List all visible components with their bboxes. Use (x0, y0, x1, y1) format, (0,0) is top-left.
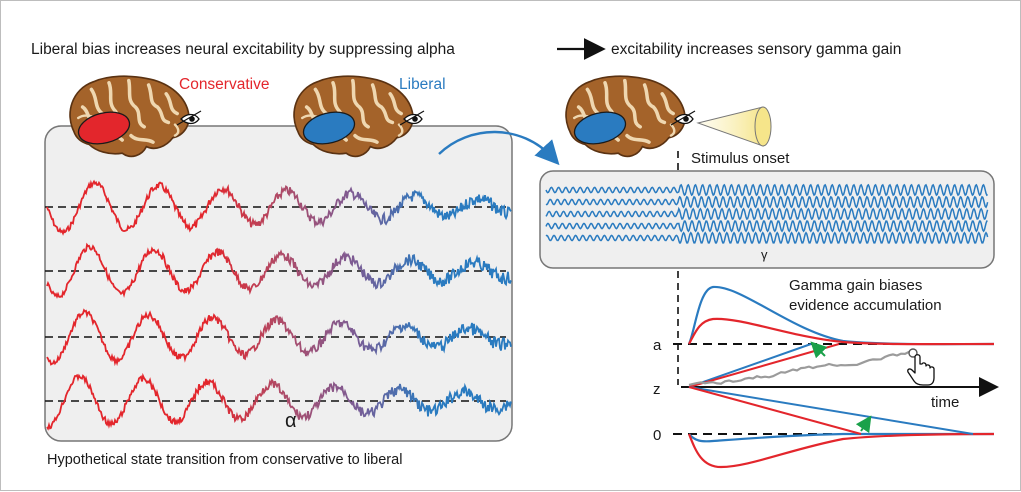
gamma-wave (545, 206, 989, 220)
alpha-focus-blue (302, 111, 356, 145)
stimulus-onset-label: Stimulus onset (691, 150, 790, 167)
header-part2: excitability increases sensory gamma gai… (611, 41, 901, 58)
drift-conservative-lower (688, 386, 862, 435)
gain-curve-conservative-lower (687, 432, 995, 469)
drift-liberal-lower (688, 386, 974, 435)
bound-upper-label: a (653, 337, 662, 354)
gamma-panel (539, 170, 995, 269)
gamma-wave (545, 231, 989, 244)
gain-shift-arrow-lower (855, 415, 872, 434)
gamma-wave (545, 220, 988, 233)
accumulation-title-line1: Gamma gain biases (789, 277, 922, 294)
label-liberal: Liberal (399, 76, 446, 93)
header-part1: Liberal bias increases neural excitabili… (31, 41, 455, 58)
light-beam-icon (696, 106, 772, 147)
gain-curve-liberal-upper (687, 285, 995, 346)
hand-click-icon (907, 354, 935, 386)
gamma-wave (545, 195, 989, 209)
bound-lower-label: 0 (653, 427, 661, 444)
gamma-wave (545, 183, 989, 197)
transition-arrow (438, 130, 560, 166)
gain-shift-arrow-upper (810, 341, 828, 359)
alpha-wave (46, 308, 512, 367)
alpha-focus-blue-stimulus (573, 111, 627, 145)
eye-icon (176, 110, 202, 126)
stimulus-brain (564, 74, 696, 159)
start-point-label: z (653, 381, 661, 398)
gamma-symbol: γ (761, 247, 768, 262)
time-axis-label: time (931, 394, 959, 411)
label-conservative: Conservative (179, 76, 269, 93)
alpha-wave (46, 179, 512, 236)
gamma-waves (545, 183, 989, 244)
alpha-caption: Hypothetical state transition from conse… (47, 452, 402, 468)
drift-conservative-upper (688, 343, 840, 388)
alpha-wave (46, 242, 512, 299)
accumulation-title-line2: evidence accumulation (789, 297, 942, 314)
alpha-wave (46, 372, 512, 431)
drift-liberal-upper (688, 343, 812, 388)
eye-icon (399, 110, 425, 126)
evidence-trace (688, 348, 915, 386)
alpha-panel (44, 125, 513, 442)
gain-curve-conservative-upper (688, 317, 995, 346)
eye-icon (670, 110, 696, 126)
alpha-symbol: α (285, 410, 297, 432)
liberal-brain (292, 74, 425, 159)
conservative-brain (68, 74, 202, 159)
alpha-waves (45, 179, 512, 431)
alpha-focus-red (77, 111, 131, 145)
